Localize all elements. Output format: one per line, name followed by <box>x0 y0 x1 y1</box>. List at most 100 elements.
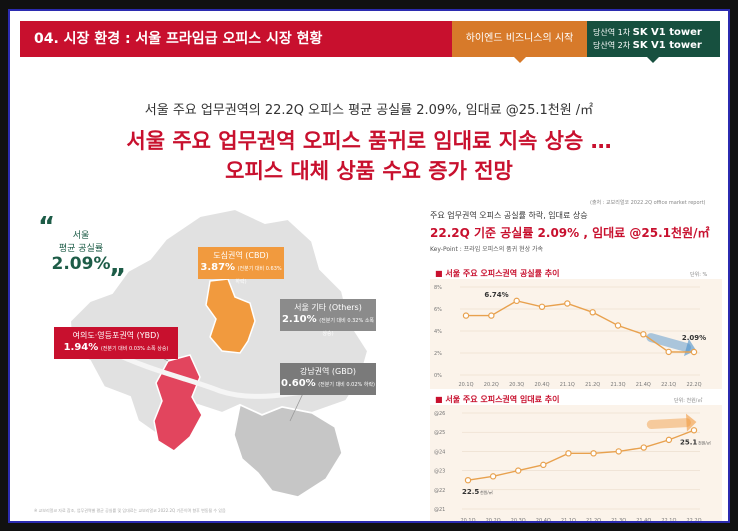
data-point <box>540 461 547 469</box>
source-note: (출처 : 교보리얼코 2022.2Q office market report… <box>590 200 706 206</box>
quote-label-line2: 평균 공실률 <box>58 244 104 254</box>
headline-line2: 오피스 대체 상품 수요 증가 전망 <box>225 159 513 183</box>
chart-background <box>430 279 722 389</box>
y-tick-label: 4% <box>434 329 442 335</box>
x-tick-label: 21.3Q <box>611 518 626 523</box>
y-tick-label: @22 <box>434 488 445 494</box>
data-point <box>665 348 672 356</box>
chart1-title: ■ 서울 주요 오피스권역 공실률 추이 <box>435 269 560 278</box>
x-tick-label: 21.1Q <box>561 518 576 523</box>
brand-line1-name: SK V1 tower <box>632 27 702 38</box>
slide-frame: 04. 시장 환경 : 서울 프라임급 오피스 시장 현황 하이엔드 비즈니스의… <box>8 9 730 523</box>
x-tick-label: 21.2Q <box>586 518 601 523</box>
y-tick-label: @24 <box>434 449 445 455</box>
tagline: 하이엔드 비즈니스의 시작 <box>452 21 587 57</box>
label-gbd: 강남권역 (GBD) 0.60% (전분기 대비 0.02% 하락) <box>280 363 376 395</box>
x-tick-label: 20.3Q <box>511 518 526 523</box>
label-others-note: (전분기 대비 0.32% 소폭 상승) <box>319 318 375 337</box>
chart2-title: ■ 서울 주요 오피스권역 임대료 추이 <box>435 395 560 404</box>
data-label-unit: 천원/㎡ <box>698 439 711 445</box>
x-tick-label: 21.1Q <box>560 382 575 388</box>
x-tick-label: 20.3Q <box>509 382 524 388</box>
data-point <box>690 427 698 434</box>
x-tick-label: 20.4Q <box>534 382 549 388</box>
x-tick-label: 21.4Q <box>636 382 651 388</box>
data-label: 2.09% <box>682 334 706 342</box>
data-point <box>565 450 572 457</box>
data-point <box>665 436 673 444</box>
tagline-notch <box>514 57 526 63</box>
quote-label-line1: 서울 <box>72 231 90 241</box>
x-tick-label: 20.2Q <box>484 382 499 388</box>
right-key-point: Key-Point : 프라임 오피스의 품귀 현상 가속 <box>430 246 544 253</box>
chart1-title-text: 서울 주요 오피스권역 공실률 추이 <box>445 269 560 278</box>
label-gbd-value: 0.60% <box>280 378 316 389</box>
y-tick-label: @26 <box>434 411 445 417</box>
quote-close-icon: ” <box>108 264 126 294</box>
brand-block: 당산역 1차 SK V1 tower 당산역 2차 SK V1 tower <box>587 21 720 57</box>
trend-arrow-head <box>685 413 697 432</box>
label-ybd-value: 1.94% <box>63 342 99 353</box>
quote-bubble: “ 서울 평균 공실률 2.09% ” <box>38 214 126 292</box>
label-others-value: 2.10% <box>281 314 317 325</box>
trend-arrow <box>646 333 691 352</box>
y-tick-label: 6% <box>434 307 442 313</box>
right-summary-line1: 주요 업무권역 오피스 공실률 하락, 임대료 상승 <box>430 211 588 220</box>
y-tick-label: @23 <box>434 469 445 475</box>
data-point <box>590 450 597 457</box>
data-point <box>564 300 571 307</box>
data-point <box>690 348 698 356</box>
x-tick-label: 22.2Q <box>686 518 701 523</box>
series-line <box>466 300 695 353</box>
data-point <box>614 322 622 329</box>
chart2-title-text: 서울 주요 오피스권역 임대료 추이 <box>445 395 560 404</box>
series-line <box>467 429 695 481</box>
label-cbd-note: (전분기 대비 0.63% 하락) <box>235 266 282 285</box>
chart-background <box>430 405 722 521</box>
footnote: ※ 교보리얼코 자료 참조, 업무권역별 평균 공실률 및 임대료는 교보리얼코… <box>34 508 226 513</box>
data-point <box>640 331 647 338</box>
x-tick-label: 21.2Q <box>585 382 600 388</box>
map-region-gbd <box>233 403 343 498</box>
label-ybd-name: 여의도·영등포권역 (YBD) <box>72 331 160 340</box>
data-point <box>462 312 470 319</box>
brand-line2-prefix: 당산역 2차 <box>593 41 631 50</box>
chart2-unit: 단위: 천원/㎡ <box>674 398 703 404</box>
vacancy-chart: 0% 2% 4% 6% 8% 20.1Q 20.2Q 20.3Q 20.4Q 21.1Q 21.2Q… <box>430 279 722 389</box>
label-gbd-name: 강남권역 (GBD) <box>299 367 357 376</box>
map-region-cbd <box>205 278 256 354</box>
x-tick-label: 22.1Q <box>661 382 676 388</box>
data-point <box>488 312 495 319</box>
brand-line1-prefix: 당산역 1차 <box>593 28 631 37</box>
label-gbd-note: (전분기 대비 0.02% 하락) <box>318 382 375 388</box>
y-tick-label: 2% <box>434 351 442 357</box>
brand-notch <box>647 57 659 63</box>
data-label: 6.74% <box>484 291 508 299</box>
trend-arrow <box>646 418 691 430</box>
label-others: 서울 기타 (Others) 2.10% (전분기 대비 0.32% 소폭 상승… <box>280 299 376 337</box>
headline-line1: 서울 주요 업무권역 오피스 품귀로 임대료 지속 상승 … <box>126 129 612 153</box>
label-cbd: 도심권역 (CBD) 3.87% (전분기 대비 0.63% 하락) <box>198 247 284 285</box>
right-summary-line2: 22.2Q 기준 공실률 2.09% , 임대료 @25.1천원/㎡ <box>430 226 710 240</box>
y-tick-label: @21 <box>434 507 445 513</box>
data-point <box>489 473 497 480</box>
data-point <box>464 476 472 484</box>
data-label: 25.1 <box>680 438 697 446</box>
x-tick-label: 20.1Q <box>458 382 473 388</box>
data-point <box>589 309 596 316</box>
x-tick-label: 20.2Q <box>486 518 501 523</box>
x-tick-label: 21.3Q <box>610 382 625 388</box>
brand-line2-name: SK V1 tower <box>632 40 702 51</box>
x-tick-label: 22.2Q <box>686 382 701 388</box>
x-tick-label: 21.4Q <box>636 518 651 523</box>
label-cbd-name: 도심권역 (CBD) <box>213 251 269 260</box>
data-point <box>640 444 647 451</box>
y-tick-label: @25 <box>434 430 445 436</box>
data-point <box>515 467 522 474</box>
subtitle: 서울 주요 업무권역의 22.2Q 오피스 평균 공실률 2.09%, 임대료 … <box>144 103 594 118</box>
y-tick-label: 0% <box>434 373 442 379</box>
rent-chart: @21 @22 @23 @24 @25 @26 20.1Q 20.2Q 20.3Q 20.4Q 21… <box>430 405 722 523</box>
y-tick-label: 8% <box>434 285 442 291</box>
label-cbd-value: 3.87% <box>200 262 236 273</box>
data-point <box>538 303 546 310</box>
